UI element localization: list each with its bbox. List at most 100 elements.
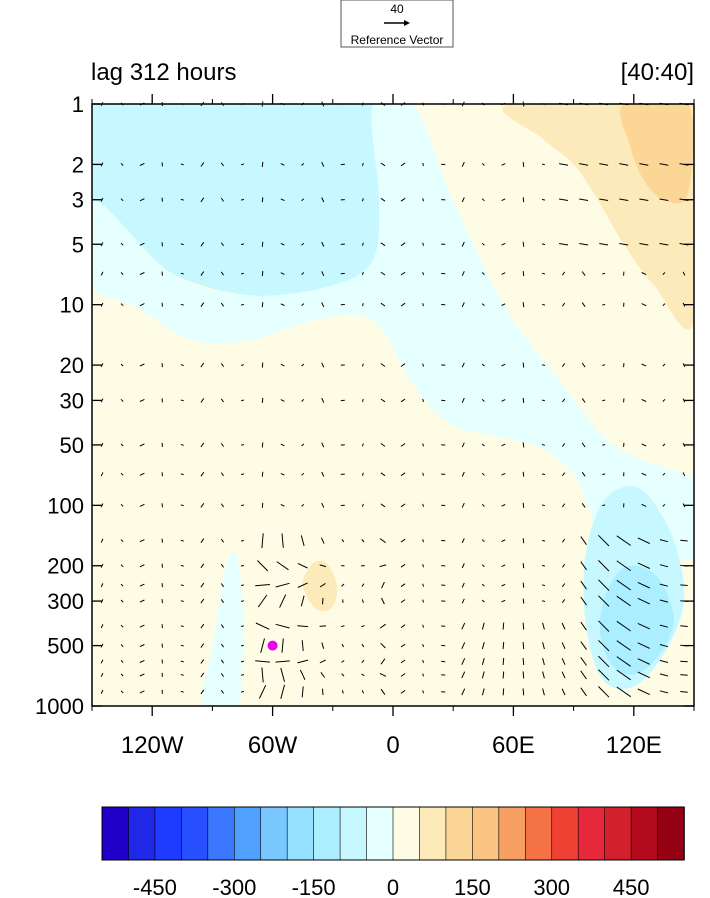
colorbar-swatch (472, 806, 500, 861)
wind-vector (400, 302, 406, 307)
wind-vector (240, 660, 245, 663)
wind-vector (616, 620, 631, 632)
wind-vector (319, 564, 327, 568)
wind-vector (559, 163, 569, 166)
wind-vector (501, 472, 506, 476)
wind-vector (637, 562, 651, 569)
wind-vector (100, 162, 104, 167)
wind-vector (361, 643, 365, 648)
wind-vector (120, 644, 124, 648)
wind-vector (301, 162, 305, 166)
wind-vector (662, 272, 666, 275)
wind-vector (602, 444, 606, 446)
wind-vector (240, 644, 245, 647)
wind-vector (522, 598, 525, 604)
wind-vector (200, 623, 205, 629)
wind-vector (139, 162, 145, 166)
wind-vector (561, 599, 566, 603)
wind-vector (240, 243, 245, 246)
wind-vector (580, 657, 587, 666)
wind-vector (220, 302, 225, 307)
wind-vector (580, 687, 587, 697)
wind-vector (422, 198, 424, 202)
wind-vector (120, 363, 124, 367)
wind-vector (240, 600, 245, 602)
wind-vector (461, 471, 465, 477)
wind-vector (220, 563, 225, 568)
wind-vector (461, 688, 466, 696)
wind-vector (541, 364, 546, 366)
wind-vector (220, 673, 225, 677)
wind-vector (220, 162, 225, 167)
wind-vector (380, 363, 386, 367)
wind-vector (261, 471, 264, 477)
wind-vector (120, 660, 124, 663)
wind-vector (240, 625, 245, 627)
wind-vector (139, 673, 145, 677)
wind-vector (120, 624, 124, 628)
wind-vector (180, 600, 184, 602)
wind-vector (381, 597, 385, 605)
wind-vector (100, 242, 104, 247)
wind-vector (100, 398, 104, 403)
wind-vector (100, 672, 104, 677)
wind-vector (461, 538, 465, 544)
wind-vector (422, 472, 424, 476)
wind-vector (559, 243, 569, 246)
wind-vector (139, 198, 145, 202)
wind-vector (579, 163, 589, 166)
wind-vector (139, 503, 145, 507)
wind-vector (581, 398, 586, 403)
wind-vector (380, 443, 386, 447)
wind-vector (659, 564, 669, 568)
wind-vector (542, 688, 545, 696)
wind-vector (275, 660, 290, 663)
wind-vector (641, 363, 647, 367)
wind-vector (341, 673, 345, 677)
wind-vector (100, 583, 104, 588)
wind-vector (200, 503, 205, 508)
wind-vector (598, 639, 610, 652)
wind-vector (501, 504, 506, 507)
wind-vector (139, 242, 145, 246)
wind-vector (220, 443, 225, 447)
wind-vector (139, 564, 145, 568)
contour-region-west-edge-positive (92, 313, 117, 467)
colorbar-swatch (392, 806, 421, 861)
wind-vector (261, 397, 264, 403)
wind-vector (281, 638, 284, 653)
wind-vector (422, 643, 424, 648)
wind-vector (541, 564, 546, 567)
wind-vector (120, 162, 124, 166)
colorbar-tick-label: -300 (212, 875, 256, 898)
wind-vector (240, 504, 245, 507)
wind-vector (180, 364, 184, 366)
wind-vector (522, 197, 525, 203)
wind-vector (422, 162, 424, 167)
wind-vector (659, 163, 669, 166)
wind-vector (400, 162, 406, 167)
colorbar-swatch (445, 806, 474, 861)
wind-vector (682, 398, 686, 403)
wind-vector (280, 472, 285, 476)
wind-vector (580, 561, 587, 571)
wind-vector (301, 640, 304, 652)
wind-vector (362, 443, 364, 447)
wind-vector (261, 302, 264, 308)
wind-vector (258, 684, 267, 699)
wind-vector (301, 272, 305, 275)
wind-vector (680, 660, 688, 663)
wind-vector (422, 303, 424, 307)
contour-region-lower-east-negative-dark (599, 565, 674, 675)
y-tick-label: 20 (60, 353, 84, 378)
reference-vector-value: 40 (390, 2, 404, 16)
wind-vector (200, 197, 205, 203)
wind-vector (522, 538, 525, 544)
wind-vector (659, 644, 669, 648)
wind-vector (461, 302, 465, 308)
wind-vector (180, 399, 184, 402)
wind-vector (100, 563, 104, 568)
wind-vector (501, 272, 506, 275)
wind-vector (400, 659, 406, 664)
wind-vector (220, 689, 225, 694)
